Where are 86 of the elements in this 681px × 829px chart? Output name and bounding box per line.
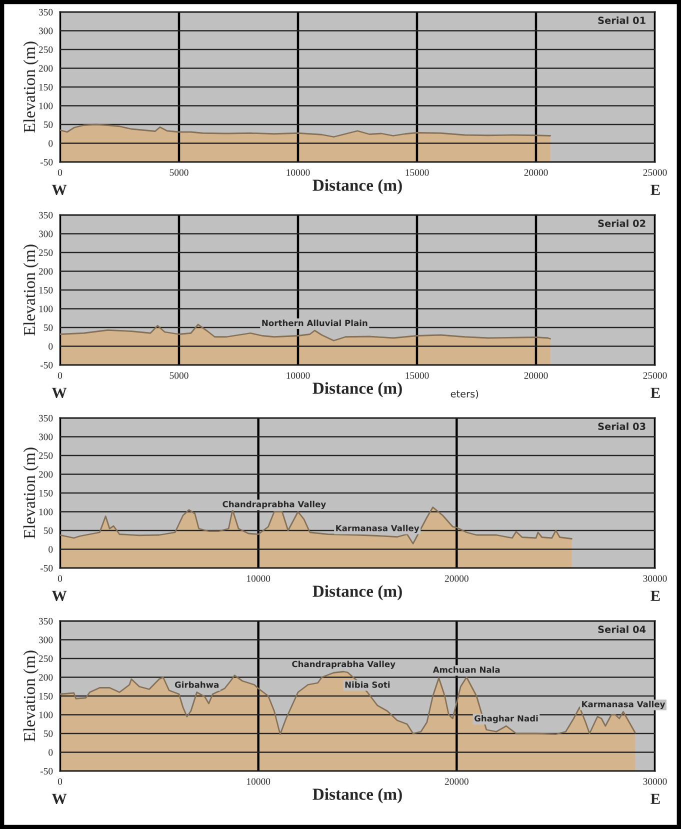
x-tick-label: 15000 xyxy=(406,372,429,379)
annotation: Amchuan Nala xyxy=(432,666,500,673)
y-tick-label: 250 xyxy=(38,249,53,256)
x-tick-label: 10000 xyxy=(247,778,270,785)
y-tick-label: 350 xyxy=(38,414,53,422)
y-tick-label: 150 xyxy=(39,692,53,700)
y-tick-label: 350 xyxy=(38,618,53,624)
y-tick-label: 100 xyxy=(39,306,53,312)
y-tick-label: 100 xyxy=(39,102,53,110)
y-tick-label: 50 xyxy=(44,527,53,534)
y-tick-label: 150 xyxy=(39,286,53,294)
annotation: Ghaghar Nadi xyxy=(474,715,538,724)
y-axis-title: Elevation (m) xyxy=(23,244,38,336)
y-tick-label: 200 xyxy=(38,471,53,478)
y-tick-label: -50 xyxy=(40,564,53,572)
x-axis-title: Distance (m) xyxy=(312,585,402,600)
y-tick-label: 0 xyxy=(48,140,53,147)
text: E xyxy=(650,388,660,398)
text: W xyxy=(52,794,67,804)
text: E xyxy=(650,184,660,195)
x-tick-label: 0 xyxy=(58,169,62,176)
y-tick-label: 100 xyxy=(39,508,53,516)
x-tick-label: 10000 xyxy=(286,169,310,176)
y-tick-label: 50 xyxy=(44,730,53,737)
annotation: Karmanasa Valley xyxy=(336,524,420,533)
y-tick-label: 250 xyxy=(38,46,53,53)
y-tick-label: 250 xyxy=(38,452,53,459)
y-tick-label: 350 xyxy=(38,8,53,16)
y-tick-label: 300 xyxy=(38,434,53,440)
x-tick-label: 30000 xyxy=(643,575,667,582)
x-tick-label: 10000 xyxy=(286,372,310,379)
text: E xyxy=(650,590,660,601)
x-tick-label: 20000 xyxy=(524,372,548,379)
y-tick-label: 250 xyxy=(38,655,53,662)
chart-title: Serial 02 xyxy=(598,220,646,228)
y-tick-label: 50 xyxy=(44,324,53,331)
y-tick-label: 300 xyxy=(38,28,53,34)
text: eters) xyxy=(450,390,478,399)
y-tick-label: -50 xyxy=(40,362,53,368)
y-tick-label: 200 xyxy=(38,268,53,275)
y-tick-label: 100 xyxy=(39,712,53,718)
y-axis-title: Elevation (m) xyxy=(23,448,38,539)
x-tick-label: 0 xyxy=(58,372,62,379)
x-axis-title: Distance (m) xyxy=(312,382,402,398)
x-axis-title: Distance (m) xyxy=(312,788,402,804)
x-tick-label: 25000 xyxy=(643,169,667,176)
text: W xyxy=(52,590,67,602)
x-tick-label: 20000 xyxy=(444,778,468,785)
y-tick-label: 0 xyxy=(48,343,53,350)
x-tick-label: 25000 xyxy=(643,372,667,379)
y-tick-label: 50 xyxy=(44,121,53,128)
y-tick-label: -50 xyxy=(40,768,53,774)
annotation: Girbahwa xyxy=(174,681,219,688)
annotation: Karmanasa Valley xyxy=(582,700,666,709)
y-tick-label: 300 xyxy=(38,636,53,644)
annotation: Nibia Soti xyxy=(345,681,390,688)
chart-title: Serial 01 xyxy=(598,16,646,24)
x-tick-label: 20000 xyxy=(524,169,548,176)
x-tick-label: 20000 xyxy=(444,575,468,582)
x-tick-label: 0 xyxy=(58,575,62,582)
annotation: Chandraprabha Valley xyxy=(222,500,326,509)
x-tick-label: 15000 xyxy=(406,169,429,176)
x-axis-title: Distance (m) xyxy=(312,179,402,194)
x-tick-label: 5000 xyxy=(170,372,188,379)
chart-title: Serial 03 xyxy=(598,422,646,430)
x-tick-label: 30000 xyxy=(643,778,667,785)
text: E xyxy=(650,794,660,804)
y-tick-label: 0 xyxy=(48,546,53,553)
annotation: Northern Alluvial Plain xyxy=(262,320,368,326)
y-tick-label: 150 xyxy=(39,490,53,496)
y-tick-label: 350 xyxy=(38,212,53,218)
y-tick-label: 200 xyxy=(38,65,53,72)
chart-title: Serial 04 xyxy=(598,626,646,634)
x-tick-label: 5000 xyxy=(170,169,188,176)
y-tick-label: 0 xyxy=(48,749,53,756)
x-tick-label: 10000 xyxy=(247,575,270,582)
x-tick-label: 0 xyxy=(58,778,62,785)
y-axis-title: Elevation (m) xyxy=(23,42,38,133)
y-axis-title: Elevation (m) xyxy=(23,650,38,742)
y-tick-label: -50 xyxy=(40,158,53,166)
y-tick-label: 200 xyxy=(38,674,53,681)
annotation: Chandraprabha Valley xyxy=(292,660,396,669)
y-tick-label: 150 xyxy=(39,84,53,90)
y-tick-label: 300 xyxy=(38,230,53,238)
text: W xyxy=(52,184,67,196)
text: W xyxy=(52,388,67,398)
